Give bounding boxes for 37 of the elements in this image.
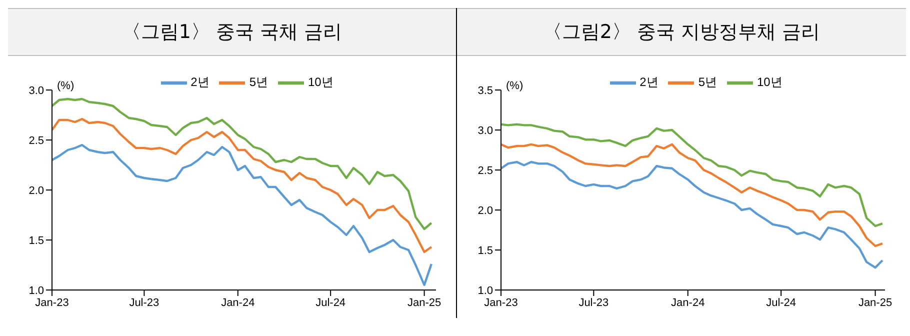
line-series	[52, 98, 433, 230]
chart-title: 〈그림1〉 중국 국채 금리	[122, 20, 342, 45]
y-tick-label: 1.0	[478, 284, 493, 297]
legend-label: 10년	[757, 75, 782, 90]
y-axis-title: (%)	[57, 80, 74, 92]
y-tick-label: 3.0	[478, 124, 493, 137]
y-tick-label: 3.5	[478, 84, 493, 97]
legend-label: 2년	[190, 75, 210, 90]
y-tick-label: 1.5	[28, 234, 44, 247]
x-tick-label: Jul-23	[578, 296, 609, 309]
y-tick-label: 2.5	[28, 134, 44, 147]
y-axis-title: (%)	[506, 80, 524, 92]
chart-title: 〈그림2〉 중국 지방정부채 금리	[542, 20, 820, 45]
y-tick-label: 1.5	[478, 244, 493, 257]
x-tick-label: Jan-23	[484, 296, 518, 309]
x-tick-label: Jan-25	[407, 296, 442, 309]
legend-label: 5년	[698, 75, 717, 90]
legend-label: 5년	[249, 75, 268, 90]
x-tick-label: Jan-24	[221, 296, 255, 309]
x-tick-label: Jul-24	[766, 296, 796, 309]
x-tick-label: Jan-25	[858, 296, 892, 309]
legend-label: 2년	[640, 75, 658, 90]
line-series	[501, 160, 884, 269]
x-tick-label: Jul-23	[129, 296, 160, 309]
line-series	[501, 143, 884, 248]
line-series	[52, 144, 433, 286]
line-series	[52, 118, 433, 254]
y-tick-label: 3.0	[28, 84, 44, 97]
legend-label: 10년	[308, 75, 334, 90]
y-tick-label: 1.0	[28, 284, 44, 297]
line-series	[501, 123, 884, 228]
y-tick-label: 2.0	[28, 184, 44, 197]
y-tick-label: 2.5	[478, 164, 493, 177]
x-tick-label: Jul-24	[316, 296, 346, 309]
x-tick-label: Jan-23	[35, 296, 69, 309]
x-tick-label: Jan-24	[671, 296, 705, 309]
y-tick-label: 2.0	[478, 204, 493, 217]
